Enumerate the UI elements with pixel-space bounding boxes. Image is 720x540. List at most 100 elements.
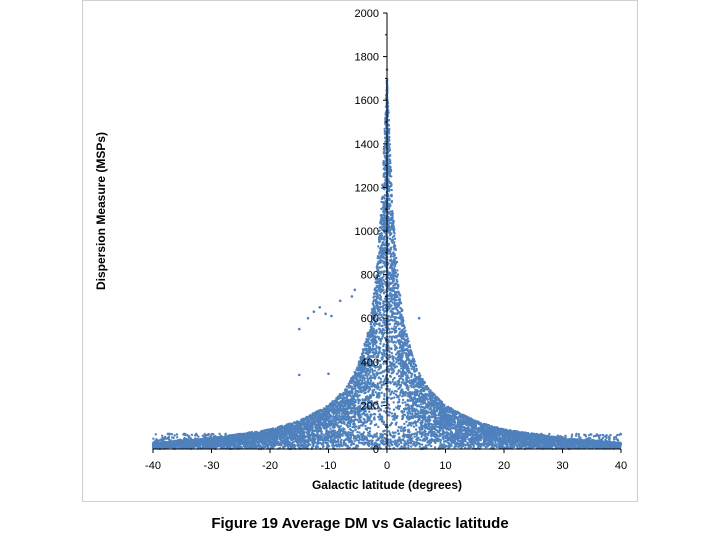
scatter-point — [363, 418, 366, 422]
scatter-point — [419, 438, 422, 442]
scatter-point — [396, 273, 400, 276]
scatter-point — [375, 371, 379, 374]
scatter-point — [392, 359, 395, 363]
scatter-point — [368, 427, 372, 430]
scatter-point — [398, 346, 402, 350]
scatter-point — [403, 422, 406, 426]
scatter-point — [350, 382, 354, 385]
scatter-point — [398, 386, 401, 390]
scatter-point — [371, 407, 374, 411]
scatter-point — [362, 431, 366, 434]
scatter-point — [435, 416, 439, 420]
chart-frame: 0 200 400 600 800 1000 1200 1400 1600 1800 2000 -40… — [82, 0, 638, 502]
scatter-point — [384, 406, 388, 410]
scatter-point — [401, 415, 404, 418]
scatter-point — [378, 274, 381, 278]
scatter-point — [384, 254, 388, 257]
scatter-point — [391, 380, 394, 383]
scatter-point — [397, 404, 400, 408]
scatter-point — [248, 431, 252, 434]
scatter-point — [382, 313, 385, 316]
scatter-point — [401, 341, 405, 344]
scatter-point — [320, 432, 323, 435]
scatter-point — [407, 388, 410, 392]
scatter-point — [399, 306, 402, 310]
scatter-point — [378, 316, 381, 320]
scatter-point — [329, 427, 332, 430]
scatter-point — [372, 351, 376, 354]
scatter-point — [383, 127, 386, 130]
scatter-point — [450, 430, 453, 433]
scatter-point — [430, 444, 433, 448]
scatter-point — [382, 275, 385, 278]
scatter-point — [382, 420, 385, 424]
scatter-cloud — [151, 68, 623, 451]
scatter-point — [343, 422, 346, 426]
scatter-point — [402, 430, 405, 433]
scatter-point — [388, 330, 392, 334]
scatter-point — [361, 374, 365, 377]
scatter-point — [410, 372, 413, 376]
scatter-point — [387, 314, 390, 318]
scatter-point — [391, 279, 395, 283]
scatter-point — [374, 375, 377, 378]
scatter-point — [415, 443, 419, 446]
scatter-point — [406, 424, 409, 427]
scatter-point — [464, 421, 468, 425]
scatter-point — [395, 361, 398, 364]
scatter-point — [361, 423, 364, 427]
scatter-point — [380, 253, 384, 256]
scatter-point — [370, 376, 374, 379]
scatter-point — [419, 414, 422, 417]
scatter-point — [326, 417, 329, 420]
scatter-point — [398, 352, 401, 355]
scatter-point — [398, 394, 402, 397]
scatter-point — [403, 401, 407, 404]
scatter-point — [380, 391, 383, 394]
scatter-point — [359, 420, 363, 424]
scatter-point — [399, 429, 403, 433]
scatter-point — [396, 401, 400, 404]
scatter-point — [399, 427, 402, 430]
scatter-point — [383, 394, 386, 398]
scatter-point — [381, 329, 384, 332]
scatter-point — [358, 420, 361, 423]
scatter-point — [379, 366, 382, 370]
scatter-point — [382, 362, 385, 365]
scatter-point — [337, 416, 340, 419]
scatter-point — [374, 332, 377, 335]
scatter-point — [369, 355, 372, 358]
scatter-point — [396, 269, 399, 272]
scatter-point — [391, 236, 395, 239]
scatter-point — [395, 372, 399, 376]
scatter-point — [335, 411, 339, 414]
scatter-point — [390, 412, 394, 415]
scatter-point — [359, 371, 362, 375]
scatter-point — [374, 391, 377, 394]
scatter-point — [388, 287, 391, 290]
scatter-point — [388, 411, 391, 414]
scatter-point — [390, 304, 393, 307]
scatter-point — [366, 384, 369, 388]
scatter-point — [390, 338, 393, 342]
scatter-point — [403, 333, 407, 336]
scatter-point — [396, 280, 399, 283]
scatter-point — [387, 138, 390, 141]
scatter-point — [383, 410, 386, 413]
scatter-point — [415, 424, 418, 427]
scatter-point — [349, 429, 353, 432]
scatter-point — [383, 423, 387, 427]
scatter-point — [400, 340, 403, 343]
scatter-point — [373, 401, 377, 404]
scatter-point — [357, 369, 360, 372]
scatter-point — [389, 168, 393, 172]
scatter-point — [343, 414, 347, 417]
scatter-point — [393, 237, 397, 240]
scatter-point — [377, 425, 380, 429]
scatter-point — [376, 387, 379, 390]
scatter-point — [418, 445, 421, 448]
scatter-point — [389, 316, 392, 319]
scatter-point — [367, 378, 370, 381]
scatter-point — [403, 408, 406, 411]
scatter-point — [371, 355, 374, 358]
